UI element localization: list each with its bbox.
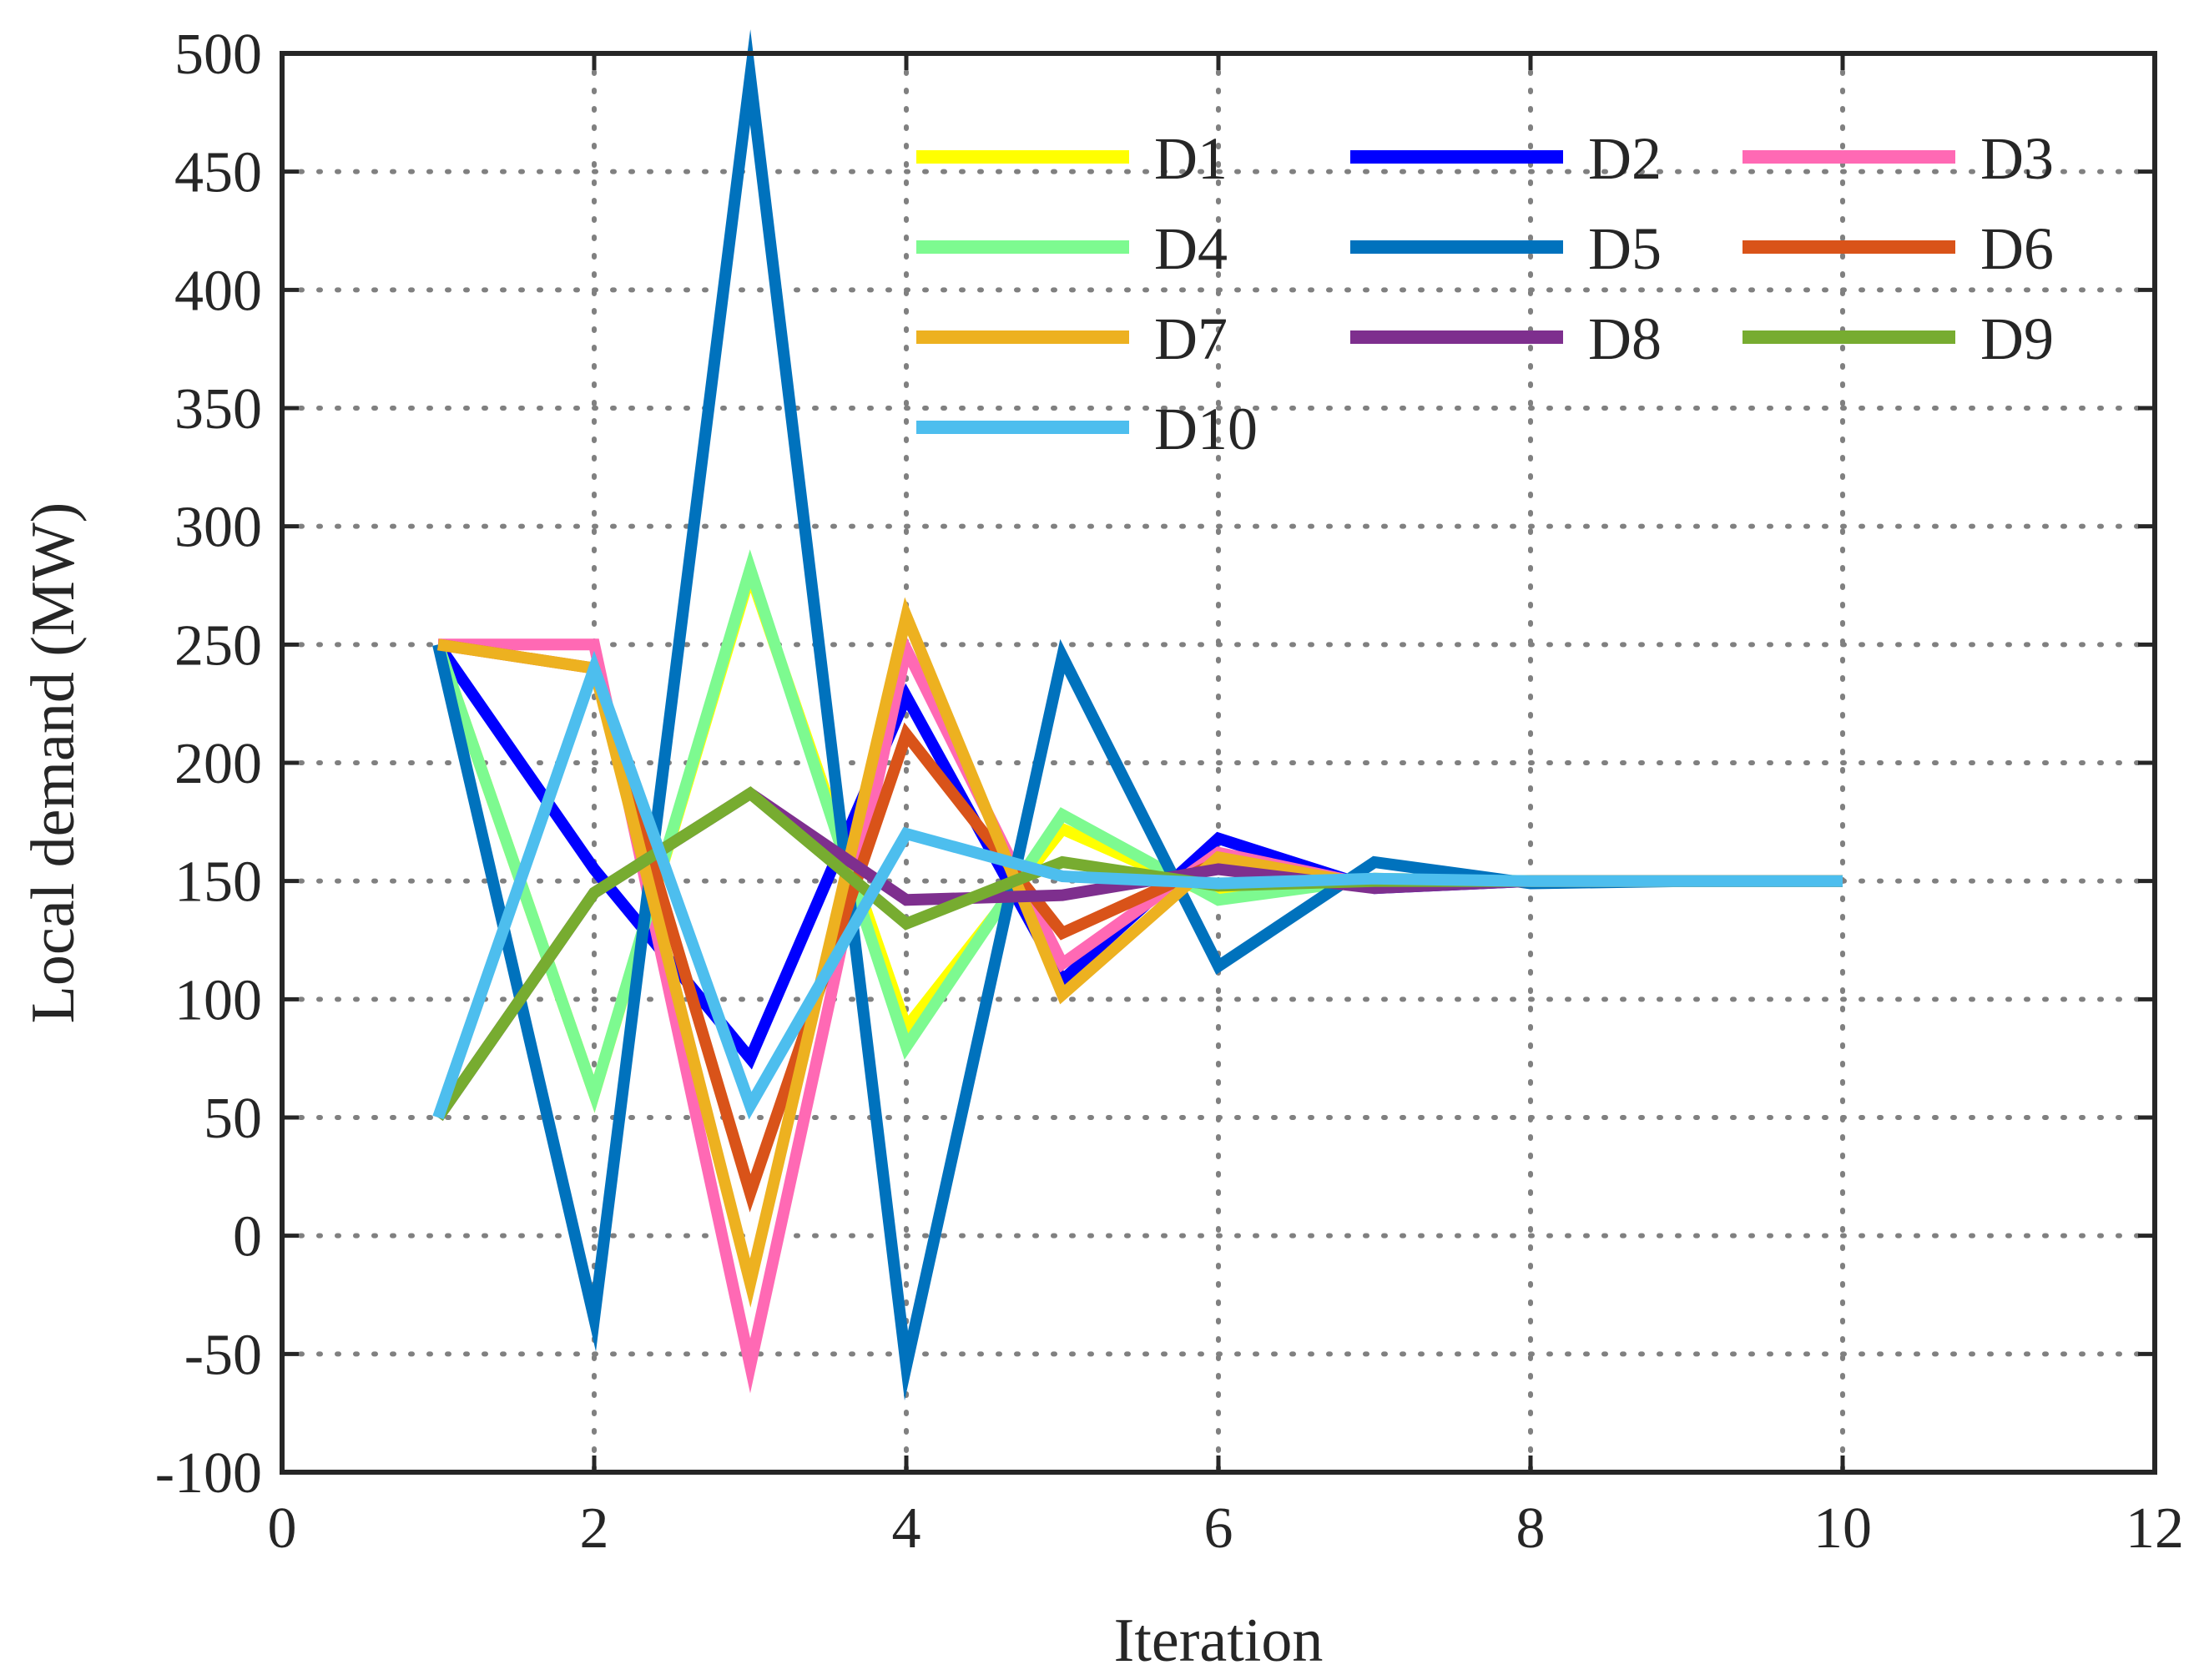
legend-label-d8: D8 <box>1588 305 1662 372</box>
y-tick-label: 200 <box>174 732 262 796</box>
x-tick-label: 0 <box>268 1496 297 1561</box>
x-axis-title: Iteration <box>1114 1607 1324 1675</box>
x-tick-label: 8 <box>1516 1496 1546 1561</box>
x-tick-label: 12 <box>2126 1496 2184 1561</box>
legend-label-d5: D5 <box>1588 215 1662 282</box>
y-tick-label: 100 <box>174 968 262 1032</box>
y-tick-label: 450 <box>174 141 262 205</box>
y-tick-label: 400 <box>174 259 262 323</box>
y-tick-label: 500 <box>174 23 262 87</box>
y-tick-label: -100 <box>155 1441 262 1506</box>
y-tick-label: 0 <box>233 1205 262 1269</box>
legend-label-d2: D2 <box>1588 125 1662 192</box>
axis-ticks: 0 2 4 6 8 10 12 -100 -50 0 50 100 150 200 250 300 350 400… <box>155 23 2184 1561</box>
series-lines <box>432 29 1843 1401</box>
y-tick-label: 150 <box>174 850 262 915</box>
legend-label-d1: D1 <box>1154 125 1228 192</box>
legend: D1 D2 D3 D4 D5 D6 D7 D8 D9 D10 <box>916 125 2054 462</box>
legend-label-d4: D4 <box>1154 215 1228 282</box>
y-tick-label: -50 <box>184 1323 262 1387</box>
x-tick-label: 6 <box>1204 1496 1233 1561</box>
y-tick-label: 350 <box>174 377 262 441</box>
legend-label-d10: D10 <box>1154 396 1258 462</box>
y-tick-label: 50 <box>204 1087 262 1151</box>
y-tick-label: 300 <box>174 496 262 560</box>
y-tick-label: 250 <box>174 613 262 678</box>
grid <box>280 51 2157 1475</box>
legend-label-d6: D6 <box>1980 215 2054 282</box>
legend-label-d9: D9 <box>1980 305 2054 372</box>
x-tick-label: 10 <box>1813 1496 1872 1561</box>
series-line-d10 <box>432 650 1843 1120</box>
legend-label-d3: D3 <box>1980 125 2054 192</box>
legend-label-d7: D7 <box>1154 305 1228 372</box>
x-tick-label: 2 <box>580 1496 609 1561</box>
x-tick-label: 4 <box>892 1496 921 1561</box>
y-axis-title: Local demand (MW) <box>19 502 88 1024</box>
